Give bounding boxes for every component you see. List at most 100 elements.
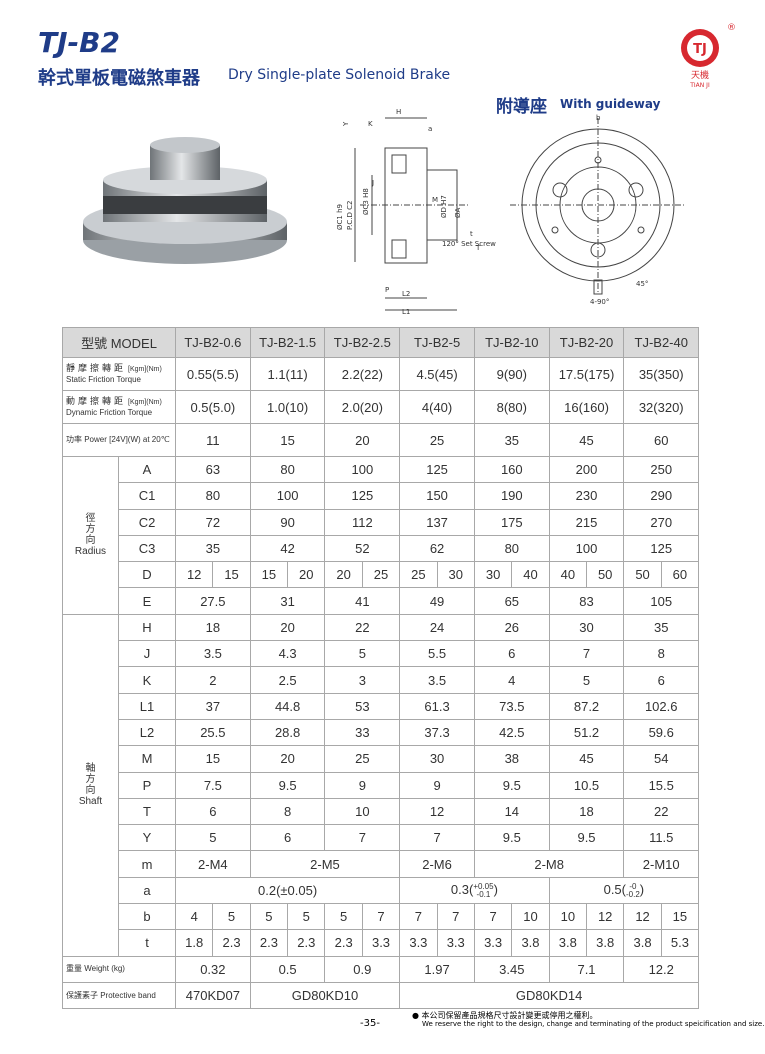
value-cell: 59.6 [623,718,700,747]
value-cell: 80 [473,534,550,563]
value-cell: 7 [399,824,475,852]
value-cell: 470KD07 [175,981,251,1010]
value-cell: 5 [548,666,625,694]
diagram-label: ØC1 h9 [336,204,344,230]
value-cell: 1.8 [174,929,214,957]
value-cell: 53 [324,692,401,720]
spec-row: E 27.5 31 41 49 65 83 105 [63,587,700,615]
header-row: 型號 MODEL TJ-B2-0.6 TJ-B2-1.5 TJ-B2-2.5 TJ-B2… [62,327,700,358]
diagram-label: T [475,244,481,252]
row-label: J [118,640,176,668]
row-label: H [118,613,176,642]
row-label: K [118,666,176,694]
value-cell: 3.3 [436,929,475,957]
value-cell: 5 [324,640,401,668]
value-cell: 62 [399,534,475,563]
row-label: Y [118,824,176,852]
value-cell: 25 [399,561,438,589]
value-cell: 125 [324,482,401,510]
value-cell: 10 [548,903,588,931]
label-en: Static Friction Torque [66,375,141,384]
value-cell: 61.3 [399,692,475,720]
value-cell: 5 [287,903,326,931]
model: TJ-B2-20 [548,327,625,358]
spec-row: K 2 2.5 3 3.5 4 5 6 [63,666,700,694]
group-zh: 軸方向 [85,763,96,797]
row-label: b [118,903,176,931]
value-main: 0.3( [450,882,474,898]
value-close: ) [639,882,645,898]
value-cell: 42 [249,534,326,563]
value-cell: 12 [174,561,214,589]
value-cell: 2-M10 [623,850,700,878]
row-label: C2 [118,508,176,536]
value-cell: 65 [473,587,550,615]
note-en: We reserve the right to the design, chan… [422,1020,765,1028]
diagram-label: 45° [636,280,648,288]
diagram-label: H [396,108,401,116]
value-cell: 150 [399,482,475,510]
row-label: 動摩擦轉距 [Kgm](Nm) Dynamic Friction Torque [62,390,176,424]
diagram-label: ØA [454,207,462,218]
header-label: 型號 MODEL [62,327,176,358]
diagram-label: P [385,286,389,294]
value-cell: 33 [324,718,401,747]
spec-row: 保護素子 Protective band 470KD07 GD80KD10 GD80K… [62,981,700,1010]
value-cell: 1.97 [399,955,475,983]
value-cell: 5.5 [399,640,475,668]
value-cell: 28.8 [249,718,326,747]
spec-row: 徑方向 Radius A 63 80 100 125 160 200 250 [62,455,700,615]
tol-upper: +0.05 [473,881,494,891]
value-cell: 100 [548,534,625,563]
value-cell: 7 [548,640,625,668]
value-cell: 0.3(+0.05 -0.1) [399,876,550,905]
value-cell: 2.0(20) [324,390,401,424]
value-cell: 25 [324,745,401,773]
value-cell: 80 [249,455,326,484]
value-cell: 83 [548,587,625,615]
value-cell: 3.5 [399,666,475,694]
value-cell: 2.3 [212,929,251,957]
value-cell: 16(160) [548,390,625,424]
value-cell: 45 [548,423,625,457]
value-cell: 18 [175,613,251,642]
spec-row: C1 80 100 125 150 190 230 290 [63,482,700,510]
value-cell: 15 [249,561,289,589]
value-cell: 6 [175,797,251,826]
tol-lower: -0.2 [626,889,640,899]
value-cell: 32(320) [623,390,700,424]
spec-row: Y 5 6 7 7 9.5 9.5 11.5 [63,824,700,852]
spec-row: C2 72 90 112 137 175 215 270 [63,508,700,536]
value-cell: 2.2(22) [324,357,401,391]
model: TJ-B2-1.5 [249,327,326,358]
group-zh: 徑方向 [85,513,96,547]
diagram-label: a [428,125,432,133]
value-cell: 2-M6 [399,850,475,878]
row-label: P [118,771,176,799]
diagram-label: M [432,196,438,204]
value-cell: 15 [249,423,326,457]
row-label: M [118,745,176,773]
value-cell: 37.3 [399,718,475,747]
value-cell: 125 [623,534,700,563]
title: TJ-B2 [38,26,120,59]
value-cell: 3.3 [473,929,513,957]
value-cell: 20 [249,613,326,642]
diagram-label: 4-90° [590,298,609,306]
value-cell: 14 [473,797,550,826]
value-cell: 0.5 [249,955,326,983]
diagram-label: ØD H7 [440,195,448,218]
value-cell: 30 [473,561,513,589]
value-cell: 60 [660,561,700,589]
front-view-drawing [510,118,686,295]
row-label: E [118,587,176,615]
spec-row: 靜摩擦轉距 [Kgm](Nm) Static Friction Torque 0.55… [62,357,700,391]
value-cell: 60 [623,423,700,457]
value-cell: 17.5(175) [548,357,625,391]
value-cell: 137 [399,508,475,536]
value-cell: 30 [436,561,475,589]
model: TJ-B2-2.5 [324,327,401,358]
value-cell: 7 [324,824,401,852]
value-cell: 42.5 [473,718,550,747]
